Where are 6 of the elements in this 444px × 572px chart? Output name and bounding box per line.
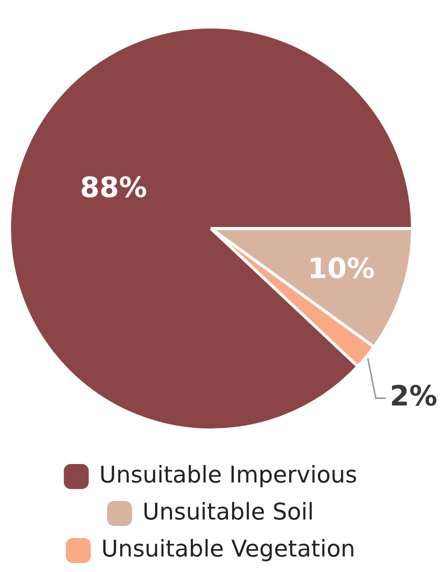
legend-label: Unsuitable Impervious xyxy=(99,462,358,488)
data-label: 88% xyxy=(80,171,148,204)
legend-label: Unsuitable Soil xyxy=(142,499,314,526)
legend-label: Unsuitable Vegetation xyxy=(101,536,356,562)
data-label: 10% xyxy=(308,252,375,286)
data-label: 2% xyxy=(390,379,438,412)
